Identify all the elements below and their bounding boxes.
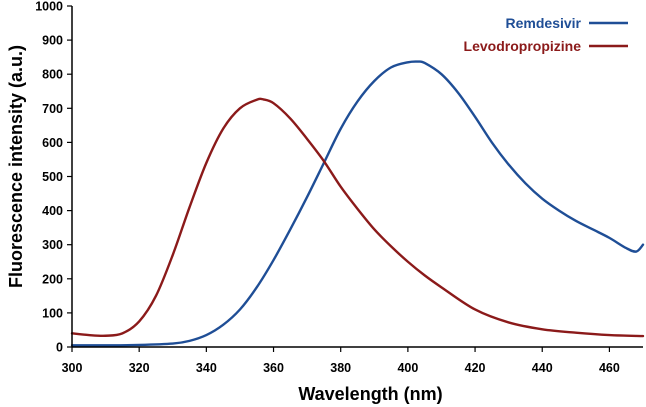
y-tick-label: 300 [42, 238, 63, 252]
y-tick-label: 0 [56, 341, 63, 355]
y-tick-label: 800 [42, 68, 63, 82]
x-tick-label: 360 [263, 361, 284, 375]
legend: Remdesivir Levodropropizine [464, 15, 628, 54]
x-tick-label: 340 [196, 361, 217, 375]
series-layer [70, 60, 645, 347]
x-tick-label: 320 [129, 361, 150, 375]
series-line-levodropropizine [70, 97, 645, 338]
x-tick-label: 380 [330, 361, 351, 375]
y-tick-label: 900 [42, 34, 63, 48]
x-tick-label: 300 [62, 361, 83, 375]
x-axis-ticks: 300 320 340 360 380 400 420 440 460 [62, 347, 620, 375]
y-tick-label: 100 [42, 306, 63, 320]
x-tick-label: 460 [599, 361, 620, 375]
x-tick-label: 420 [465, 361, 486, 375]
y-tick-label: 600 [42, 136, 63, 150]
x-tick-label: 400 [397, 361, 418, 375]
legend-label-levodropropizine: Levodropropizine [464, 38, 582, 54]
y-tick-label: 500 [42, 170, 63, 184]
x-axis-title: Wavelength (nm) [298, 384, 442, 404]
y-tick-label: 700 [42, 102, 63, 116]
y-tick-label: 1000 [35, 0, 63, 14]
y-axis-title: Fluorescence intensity (a.u.) [6, 45, 26, 288]
y-tick-label: 200 [42, 272, 63, 286]
y-tick-label: 400 [42, 204, 63, 218]
series-line-remdesivir [70, 60, 645, 347]
legend-label-remdesivir: Remdesivir [506, 15, 582, 31]
x-tick-label: 440 [532, 361, 553, 375]
y-axis-ticks: 0 100 200 300 400 500 600 700 800 900 1000 [35, 0, 72, 355]
